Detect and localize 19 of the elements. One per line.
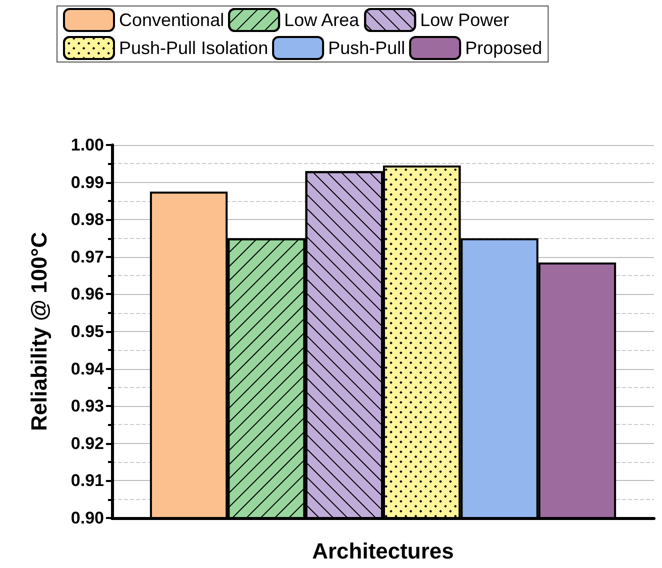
x-axis-title: Architectures [312,538,454,564]
legend-label: Proposed [465,38,542,58]
y-tick-label: 0.93 [70,396,104,416]
y-tick-label: 0.90 [70,508,104,528]
y-tick-label: 1.00 [70,136,104,154]
y-axis-title: Reliability @ 100°C [26,232,52,431]
legend-label: Low Area [284,10,360,30]
y-tick-label: 0.98 [70,210,104,230]
y-tick-label: 0.96 [70,284,104,304]
y-tick-label: 0.99 [70,172,104,192]
y-tick-label: 0.95 [70,322,104,341]
legend-label: Low Power [420,10,510,30]
legend-label: Conventional [119,10,224,30]
legend-label: Push-Pull Isolation [119,38,268,58]
y-tick-label: 0.92 [70,434,104,453]
legend-label: Push-Pull [328,38,406,58]
y-tick-label: 0.91 [70,471,104,490]
y-tick-label: 0.97 [70,247,104,266]
y-tick-label: 0.94 [70,359,105,378]
